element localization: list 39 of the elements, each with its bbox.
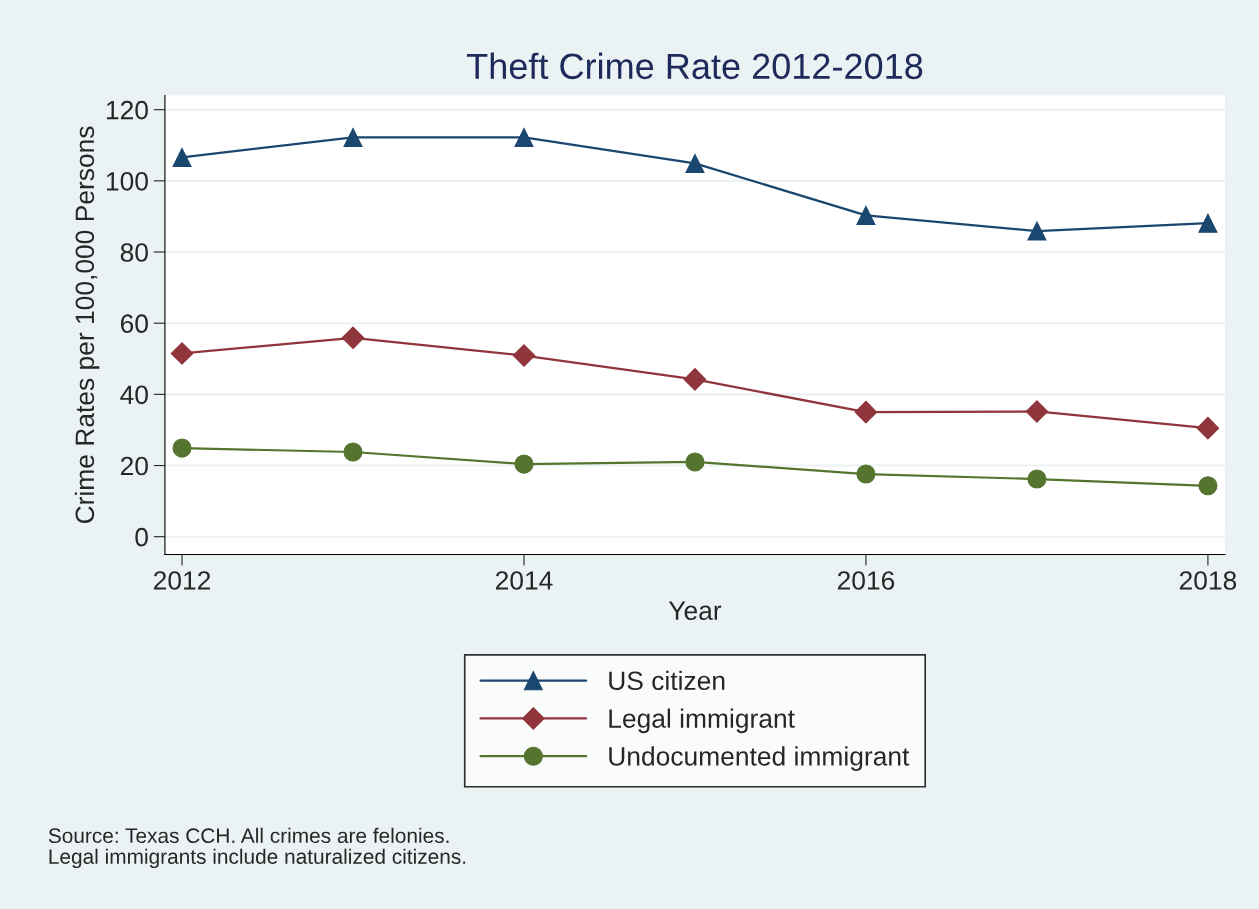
point bbox=[1025, 400, 1049, 423]
point bbox=[685, 452, 705, 472]
y-tick-label: 120 bbox=[106, 100, 148, 120]
y-axis-title: Crime Rates per 100,000 Persons bbox=[74, 126, 100, 524]
y-tick-label: 80 bbox=[120, 243, 148, 262]
point bbox=[514, 127, 534, 147]
point bbox=[170, 342, 194, 365]
point bbox=[172, 438, 192, 458]
point bbox=[1196, 416, 1220, 440]
point bbox=[1198, 476, 1218, 496]
x-axis-title: Year bbox=[668, 601, 722, 620]
point bbox=[1198, 213, 1218, 233]
y-tick-label: 20 bbox=[120, 456, 148, 476]
point bbox=[1027, 469, 1047, 489]
point bbox=[172, 147, 192, 167]
chart-title: Theft Crime Rate 2012-2018 bbox=[466, 52, 923, 80]
y-tick-label: 60 bbox=[120, 314, 148, 334]
source-note: Source: Texas CCH. All crimes are felonies. Legal immigrants include naturalized citizens. bbox=[48, 827, 466, 869]
point bbox=[856, 464, 876, 484]
point bbox=[685, 153, 705, 173]
y-tick-label: 100 bbox=[106, 171, 148, 191]
point bbox=[512, 344, 536, 367]
x-tick-label: 2012 bbox=[154, 571, 211, 590]
point bbox=[514, 454, 534, 474]
point bbox=[341, 326, 365, 350]
y-tick-label: 0 bbox=[135, 527, 148, 547]
y-tick-label: 40 bbox=[120, 385, 148, 405]
point bbox=[343, 442, 363, 462]
point bbox=[1027, 221, 1047, 241]
x-tick-label: 2016 bbox=[837, 571, 895, 590]
x-tick-label: 2018 bbox=[1179, 571, 1237, 590]
point bbox=[856, 205, 876, 225]
point bbox=[343, 127, 363, 147]
legend-label: Undocumented immigrant bbox=[609, 746, 910, 771]
point bbox=[683, 368, 707, 391]
point bbox=[854, 400, 878, 424]
x-tick-label: 2014 bbox=[495, 571, 553, 590]
legend-label: Legal immigrant bbox=[609, 708, 795, 734]
legend-label: US citizen bbox=[609, 670, 725, 691]
